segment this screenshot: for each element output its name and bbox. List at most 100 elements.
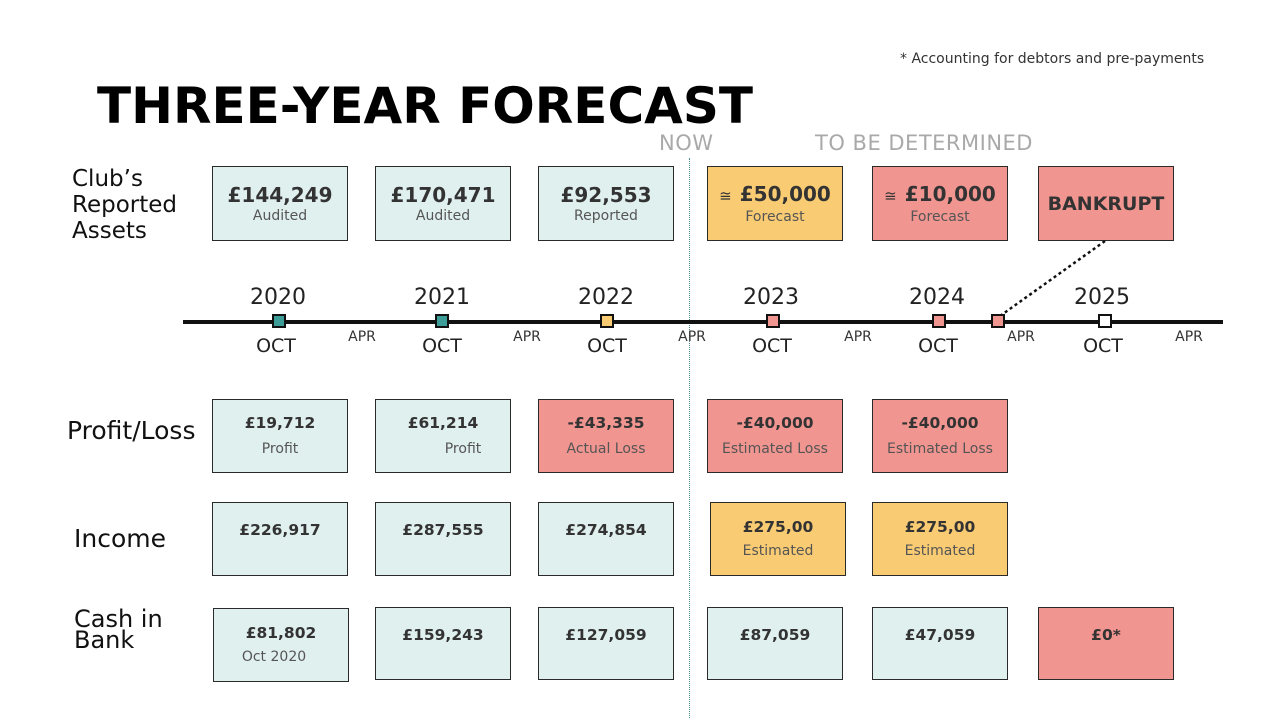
- income-value: £226,917: [239, 521, 321, 539]
- oct-label: OCT: [422, 335, 462, 357]
- bankrupt-label: BANKRUPT: [1047, 192, 1165, 215]
- timeline-marker-2020: [272, 314, 286, 328]
- cash-value: £87,059: [739, 626, 811, 644]
- assets-value: £144,249: [227, 182, 333, 207]
- approx-symbol: ≅: [884, 186, 897, 205]
- assets-box-2022: £92,553 Reported: [538, 166, 674, 241]
- profit-loss-box-2022: -£43,335 Actual Loss: [538, 399, 674, 473]
- cash-row-label-line: Cash in: [74, 605, 163, 633]
- income-box-2024: £275,00 Estimated: [872, 502, 1008, 576]
- assets-note: Forecast: [910, 208, 970, 225]
- oct-label: OCT: [256, 335, 296, 357]
- profit-loss-note: Profit: [444, 441, 482, 457]
- profit-loss-note: Estimated Loss: [887, 441, 993, 457]
- profit-loss-box-2023: -£40,000 Estimated Loss: [707, 399, 843, 473]
- profit-loss-note: Profit: [261, 441, 299, 457]
- cash-box-2024: £47,059: [872, 607, 1008, 680]
- now-divider-line: [689, 158, 690, 718]
- profit-loss-box-2024: -£40,000 Estimated Loss: [872, 399, 1008, 473]
- apr-label: APR: [844, 329, 872, 345]
- apr-label: APR: [348, 329, 376, 345]
- oct-label: OCT: [1083, 335, 1123, 357]
- assets-note: Forecast: [745, 208, 805, 225]
- apr-label: APR: [678, 329, 706, 345]
- cash-box-2025: £0*: [1038, 607, 1174, 680]
- approx-symbol: ≅: [719, 186, 732, 205]
- income-value: £275,00: [904, 518, 976, 536]
- profit-loss-value: -£40,000: [736, 414, 814, 432]
- year-label-2021: 2021: [414, 285, 470, 310]
- assets-value: £92,553: [560, 182, 652, 207]
- oct-label: OCT: [587, 335, 627, 357]
- assets-row-label-line: Assets: [72, 218, 147, 244]
- cash-box-2023: £87,059: [707, 607, 843, 680]
- assets-value: £10,000: [904, 181, 996, 206]
- income-value: £274,854: [565, 521, 647, 539]
- cash-box-2021: £159,243: [375, 607, 511, 680]
- cash-note: Oct 2020: [241, 649, 307, 665]
- cash-box-2022: £127,059: [538, 607, 674, 680]
- cash-value: £47,059: [904, 626, 976, 644]
- assets-box-2020: £144,249 Audited: [212, 166, 348, 241]
- cash-row-label: Cash in Bank: [74, 605, 163, 654]
- income-note: Estimated: [904, 543, 976, 559]
- profit-loss-box-2020: £19,712 Profit: [212, 399, 348, 473]
- timeline-marker-bankrupt: [991, 314, 1005, 328]
- income-box-2023: £275,00 Estimated: [710, 502, 846, 576]
- timeline-marker-2023: [766, 314, 780, 328]
- income-box-2022: £274,854: [538, 502, 674, 576]
- profit-loss-value: -£40,000: [901, 414, 979, 432]
- income-note: Estimated: [742, 543, 814, 559]
- income-box-2021: £287,555: [375, 502, 511, 576]
- year-label-2024: 2024: [909, 285, 965, 310]
- oct-label: OCT: [918, 335, 958, 357]
- income-box-2020: £226,917: [212, 502, 348, 576]
- assets-row-label: Club’s Reported Assets: [72, 166, 177, 244]
- profit-loss-note: Estimated Loss: [722, 441, 828, 457]
- profit-loss-box-2021: £61,214 Profit: [375, 399, 511, 473]
- assets-note: Reported: [574, 207, 638, 224]
- cash-row-label-line: Bank: [74, 626, 135, 654]
- assets-box-2024: ≅ £10,000 Forecast: [872, 166, 1008, 241]
- assets-box-bankrupt: BANKRUPT: [1038, 166, 1174, 241]
- assets-row-label-line: Club’s: [72, 166, 143, 192]
- timeline-marker-2022: [600, 314, 614, 328]
- oct-label: OCT: [752, 335, 792, 357]
- timeline-axis: [183, 320, 1223, 324]
- assets-value: £170,471: [390, 182, 496, 207]
- income-value: £275,00: [742, 518, 814, 536]
- apr-label: APR: [1175, 329, 1203, 345]
- profit-loss-value: £61,214: [407, 414, 479, 432]
- year-label-2025: 2025: [1074, 285, 1130, 310]
- timeline-marker-2021: [435, 314, 449, 328]
- assets-value-line: ≅ £50,000: [719, 182, 831, 208]
- profit-loss-note: Actual Loss: [566, 441, 646, 457]
- cash-value: £81,802: [245, 624, 317, 642]
- page-title: THREE-YEAR FORECAST: [97, 77, 753, 135]
- cash-value: £159,243: [402, 626, 484, 644]
- cash-value: £127,059: [565, 626, 647, 644]
- footnote: * Accounting for debtors and pre-payment…: [900, 51, 1205, 67]
- assets-box-2023: ≅ £50,000 Forecast: [707, 166, 843, 241]
- year-label-2020: 2020: [250, 285, 306, 310]
- cash-box-2020: £81,802 Oct 2020: [213, 608, 349, 682]
- assets-note: Audited: [415, 207, 471, 224]
- income-row-label: Income: [74, 524, 166, 553]
- income-value: £287,555: [402, 521, 484, 539]
- apr-label: APR: [513, 329, 541, 345]
- assets-note: Audited: [252, 207, 308, 224]
- year-label-2023: 2023: [743, 285, 799, 310]
- year-label-2022: 2022: [578, 285, 634, 310]
- apr-label: APR: [1007, 329, 1035, 345]
- cash-value: £0*: [1091, 626, 1121, 644]
- assets-box-2021: £170,471 Audited: [375, 166, 511, 241]
- profit-loss-value: £19,712: [244, 414, 316, 432]
- now-label: NOW: [659, 131, 714, 155]
- tbd-label: TO BE DETERMINED: [815, 131, 1033, 155]
- timeline-marker-2025: [1098, 314, 1112, 328]
- profit-loss-row-label: Profit/Loss: [67, 416, 196, 445]
- profit-loss-value: -£43,335: [567, 414, 645, 432]
- assets-row-label-line: Reported: [72, 192, 177, 218]
- timeline-marker-2024: [932, 314, 946, 328]
- assets-value-line: ≅ £10,000: [884, 182, 996, 208]
